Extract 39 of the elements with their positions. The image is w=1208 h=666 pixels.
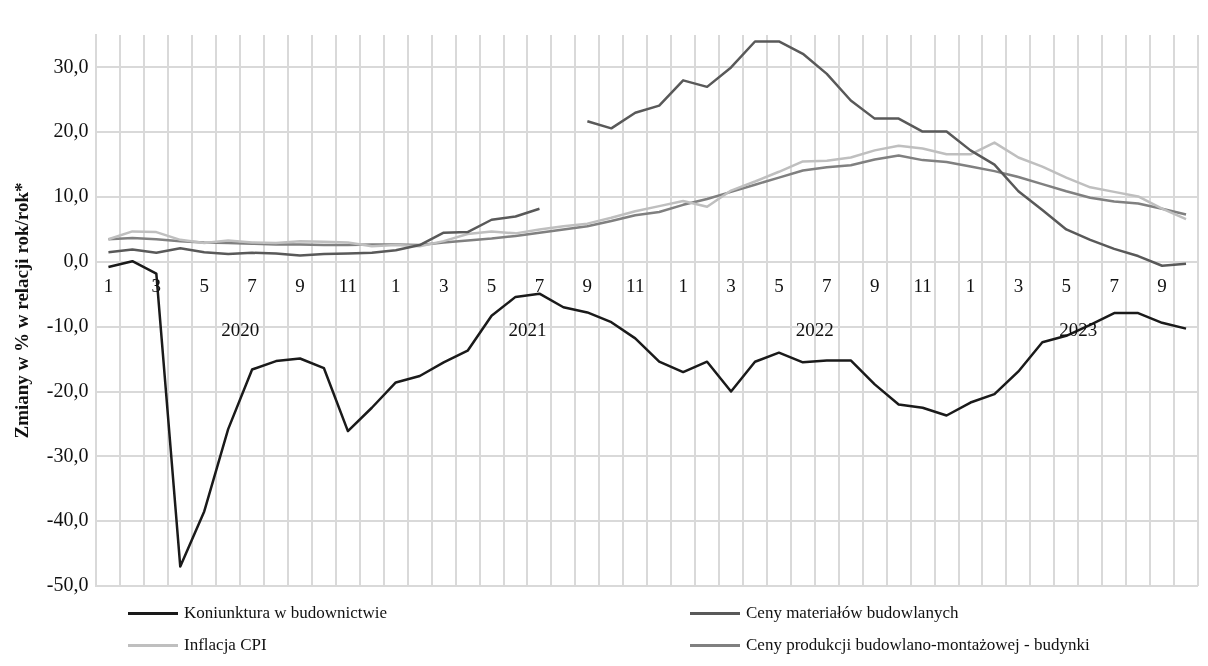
x-tick-label: 7 [822,275,832,297]
annotation: 2022 [795,319,834,341]
x-tick-label: 7 [534,275,545,297]
legend-label: Koniunktura w budownictwie [184,603,388,623]
x-tick-label: 9 [1157,275,1167,297]
x-tick-label: 1 [678,275,688,297]
y-tick-label: 0,0 [63,249,89,272]
x-tick-label: 11 [338,275,358,297]
y-tick-label: -30,0 [46,443,89,466]
y-tick-label: 10,0 [53,184,89,207]
x-tick-label: 11 [626,275,645,297]
x-tick-label: 9 [582,275,593,297]
x-tick-label: 3 [726,275,736,297]
annotation: 2021 [508,319,547,341]
x-tick-label: 9 [869,275,880,297]
x-tick-label: 1 [103,275,114,297]
x-tick-label: 5 [199,275,209,297]
annotation: 2020 [221,319,260,341]
y-tick-label: 30,0 [53,54,89,77]
x-tick-label: 7 [1109,275,1119,297]
x-tick-label: 3 [1013,275,1024,297]
x-tick-label: 11 [913,275,932,297]
legend-label: Ceny materiałów budowlanych [746,603,959,623]
x-tick-label: 3 [438,275,449,297]
x-tick-label: 5 [774,275,784,297]
y-axis-title: Zmiany w % w relacji rok/rok* [11,182,33,439]
y-tick-label: -40,0 [46,508,89,531]
legend-label: Inflacja CPI [184,635,267,655]
y-tick-label: -10,0 [46,313,89,336]
x-tick-label: 1 [391,275,401,297]
y-tick-label: -20,0 [46,378,89,401]
x-tick-label: 1 [965,275,976,297]
x-tick-label: 7 [247,275,257,297]
x-tick-label: 5 [486,275,497,297]
y-tick-label: -50,0 [46,573,89,596]
y-tick-label: 20,0 [53,119,89,142]
x-tick-label: 9 [295,275,305,297]
legend-label: Ceny produkcji budowlano-montażowej - budynki [746,635,1090,655]
x-tick-label: 5 [1061,275,1072,297]
